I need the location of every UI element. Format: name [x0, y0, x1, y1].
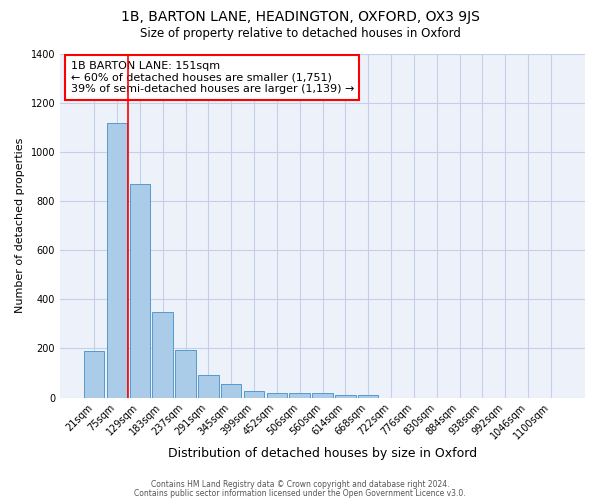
Bar — [175, 350, 196, 398]
Bar — [335, 395, 356, 398]
Bar — [289, 393, 310, 398]
X-axis label: Distribution of detached houses by size in Oxford: Distribution of detached houses by size … — [168, 447, 477, 460]
Text: Contains HM Land Registry data © Crown copyright and database right 2024.: Contains HM Land Registry data © Crown c… — [151, 480, 449, 489]
Text: Contains public sector information licensed under the Open Government Licence v3: Contains public sector information licen… — [134, 488, 466, 498]
Text: 1B, BARTON LANE, HEADINGTON, OXFORD, OX3 9JS: 1B, BARTON LANE, HEADINGTON, OXFORD, OX3… — [121, 10, 479, 24]
Text: Size of property relative to detached houses in Oxford: Size of property relative to detached ho… — [140, 28, 460, 40]
Bar — [84, 351, 104, 398]
Bar — [266, 392, 287, 398]
Bar — [221, 384, 241, 398]
Bar — [358, 395, 379, 398]
Bar — [107, 122, 127, 398]
Bar — [312, 393, 333, 398]
Bar — [152, 312, 173, 398]
Text: 1B BARTON LANE: 151sqm
← 60% of detached houses are smaller (1,751)
39% of semi-: 1B BARTON LANE: 151sqm ← 60% of detached… — [71, 61, 354, 94]
Bar — [130, 184, 150, 398]
Bar — [198, 376, 218, 398]
Y-axis label: Number of detached properties: Number of detached properties — [15, 138, 25, 314]
Bar — [244, 392, 264, 398]
